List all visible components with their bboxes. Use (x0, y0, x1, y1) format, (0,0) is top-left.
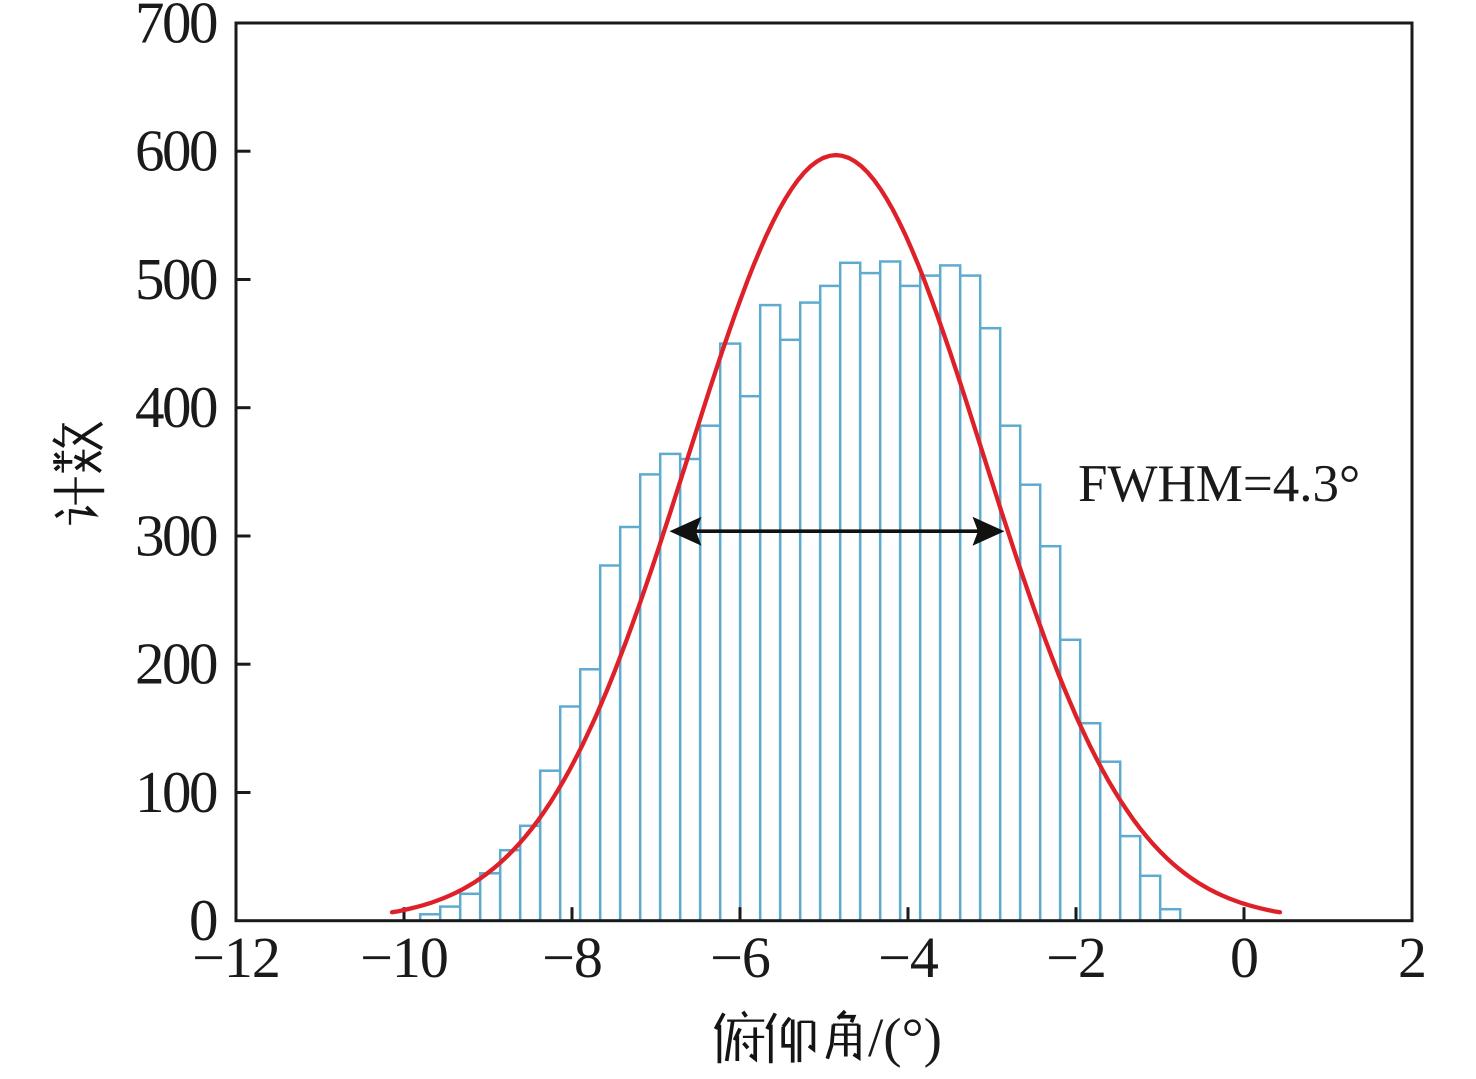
svg-text:−4: −4 (878, 925, 939, 990)
svg-text:0: 0 (189, 887, 217, 953)
svg-text:0: 0 (1230, 925, 1258, 990)
svg-text:400: 400 (135, 374, 217, 440)
svg-text:−12: −12 (192, 925, 280, 990)
svg-text:FWHM=4.3°: FWHM=4.3° (1078, 455, 1360, 513)
svg-text:700: 700 (135, 0, 217, 56)
svg-text:−6: −6 (710, 925, 770, 990)
svg-text:100: 100 (135, 759, 217, 825)
svg-text:/(°): /(°) (868, 1007, 942, 1068)
svg-text:−8: −8 (542, 925, 602, 990)
svg-text:2: 2 (1398, 925, 1426, 990)
svg-text:600: 600 (135, 118, 217, 184)
svg-text:−2: −2 (1046, 925, 1106, 990)
svg-text:−10: −10 (360, 925, 448, 990)
svg-text:300: 300 (135, 503, 217, 569)
svg-text:500: 500 (135, 246, 217, 312)
svg-text:200: 200 (135, 631, 217, 697)
